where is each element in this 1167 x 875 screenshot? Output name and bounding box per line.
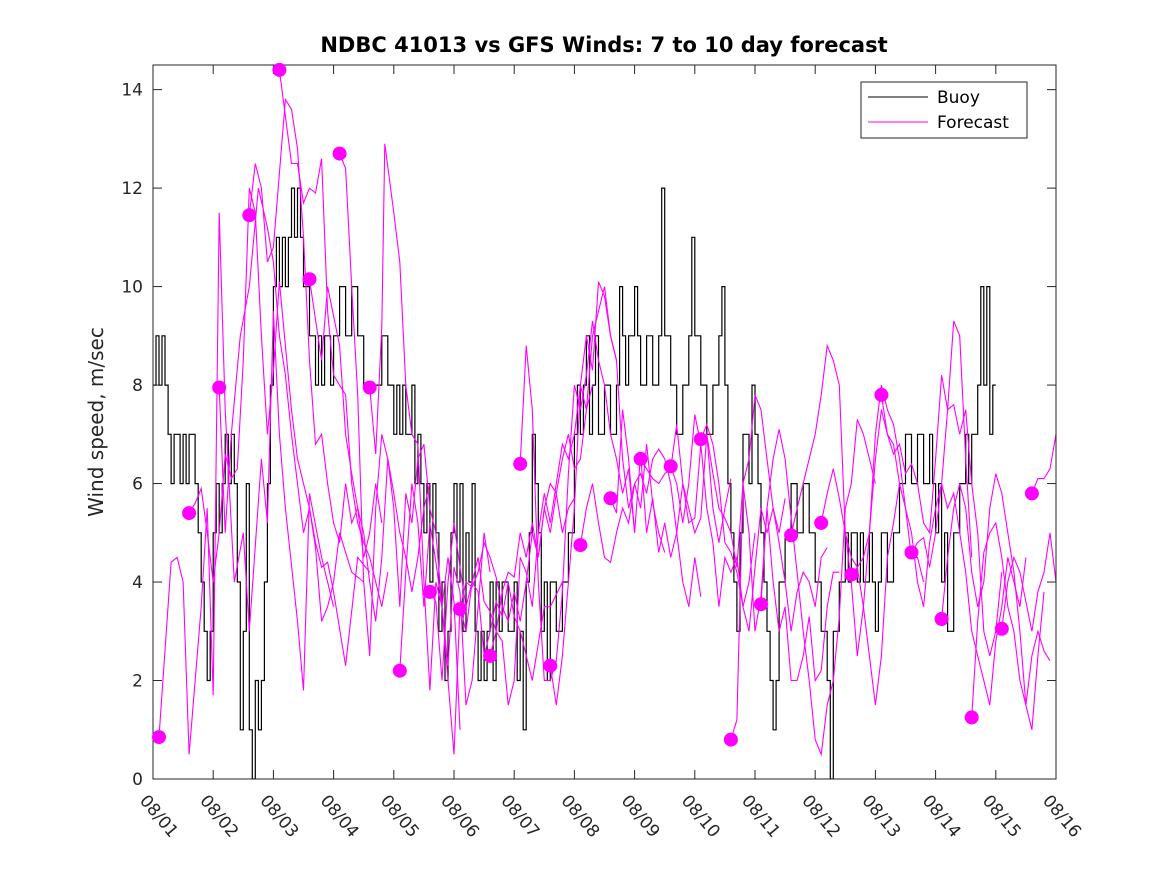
- y-tick-label: 6: [132, 475, 143, 495]
- forecast-marker-22: [784, 528, 799, 543]
- forecast-line-25: [880, 375, 1003, 657]
- forecast-line-2: [188, 187, 365, 622]
- forecast-line-6: [308, 279, 431, 622]
- forecast-line-24: [850, 320, 973, 607]
- forecast-marker-6: [302, 272, 317, 287]
- forecast-line-26: [911, 483, 1027, 706]
- legend-box: [860, 81, 1028, 139]
- forecast-line-19: [700, 422, 828, 632]
- plot-area: [153, 69, 1056, 779]
- forecast-line-15: [579, 448, 702, 607]
- forecast-line-27: [941, 473, 1045, 730]
- forecast-marker-20: [723, 732, 738, 747]
- forecast-line-10: [429, 493, 575, 681]
- forecast-marker-30: [1024, 486, 1039, 501]
- forecast-marker-14: [543, 658, 558, 673]
- y-tick-label: 8: [132, 376, 143, 396]
- forecast-marker-8: [362, 380, 377, 395]
- y-tick-label: 0: [132, 770, 143, 790]
- forecast-line-29: [1001, 532, 1056, 632]
- y-tick-label: 4: [132, 573, 143, 593]
- forecast-line-1: [158, 212, 335, 755]
- forecast-line-13: [519, 321, 636, 682]
- y-tick-label: 14: [121, 81, 143, 101]
- forecast-marker-29: [994, 621, 1009, 636]
- forecast-marker-10: [422, 584, 437, 599]
- forecast-marker-16: [603, 491, 618, 506]
- forecast-line-3: [218, 187, 371, 666]
- forecast-marker-4: [242, 208, 257, 223]
- y-axis-label: Wind speed, m/sec: [84, 327, 108, 517]
- forecast-marker-7: [332, 146, 347, 161]
- forecast-marker-15: [573, 538, 588, 553]
- legend: Buoy Forecast: [860, 81, 1028, 139]
- forecast-line-30: [1031, 434, 1056, 494]
- forecast-marker-9: [392, 663, 407, 678]
- chart-title: NDBC 41013 vs GFS Winds: 7 to 10 day for…: [320, 33, 887, 57]
- y-tick-label: 10: [121, 278, 143, 298]
- forecast-marker-23: [814, 515, 829, 530]
- y-tick-label: 2: [132, 672, 143, 692]
- forecast-marker-12: [483, 648, 498, 663]
- forecast-marker-24: [844, 567, 859, 582]
- forecast-line-16: [609, 409, 732, 558]
- forecast-marker-26: [904, 545, 919, 560]
- forecast-marker-11: [453, 602, 467, 617]
- forecast-line-5: [278, 69, 389, 607]
- buoy-line: [153, 187, 996, 779]
- forecast-marker-2: [182, 506, 197, 521]
- y-tick-label: 12: [121, 179, 143, 199]
- forecast-marker-19: [693, 432, 708, 447]
- forecast-marker-3: [212, 380, 227, 395]
- forecast-line-4: [248, 97, 383, 558]
- forecast-line-7: [339, 153, 461, 730]
- forecast-marker-5: [272, 62, 287, 77]
- forecast-marker-27: [934, 612, 949, 626]
- forecast-marker-13: [513, 456, 528, 471]
- forecast-marker-28: [964, 710, 979, 725]
- legend-forecast-label: Forecast: [937, 113, 1009, 133]
- axes-frame: [152, 64, 1057, 780]
- forecast-marker-17: [633, 451, 648, 466]
- forecast-marker-18: [663, 459, 678, 474]
- forecast-marker-1: [152, 730, 166, 745]
- forecast-marker-25: [874, 387, 889, 402]
- forecast-line-21: [760, 419, 876, 757]
- legend-buoy-label: Buoy: [937, 88, 980, 108]
- forecast-line-20: [730, 483, 840, 740]
- forecast-line-28: [971, 521, 1051, 718]
- forecast-marker-21: [754, 597, 768, 612]
- forecast-line-18: [670, 394, 786, 568]
- forecast-line-8: [369, 143, 491, 706]
- forecast-line-23: [820, 468, 925, 706]
